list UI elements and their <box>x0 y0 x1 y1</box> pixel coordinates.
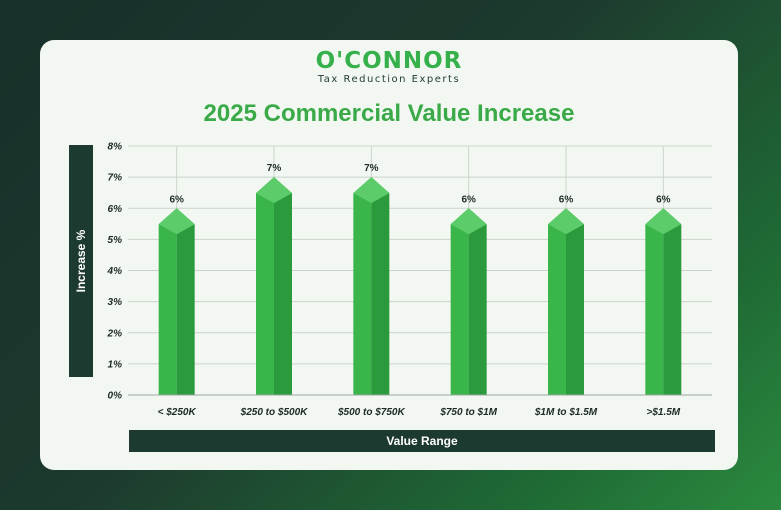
x-tick-label: $750 to $1M <box>439 407 497 418</box>
x-tick-label: $1M to $1.5M <box>534 407 598 418</box>
y-tick-label: 7% <box>108 173 123 184</box>
bar-right-face <box>566 208 584 395</box>
bar-data-label: 6% <box>656 194 671 205</box>
y-tick-label: 2% <box>107 328 123 339</box>
bar-right-face <box>274 177 292 395</box>
logo-brand: O'CONNOR <box>315 48 463 74</box>
x-tick-label: $500 to $750K <box>337 407 405 418</box>
chart-title: 2025 Commercial Value Increase <box>203 100 575 127</box>
y-tick-label: 0% <box>108 391 123 402</box>
bar-right-face <box>176 208 195 395</box>
y-tick-label: 5% <box>108 235 123 246</box>
bar-top-face <box>645 208 682 235</box>
bar-chart: 0% 1% 2% 3% 4% 5% 6% 7% 8% 6% < $250K 7% $250 to $50… <box>107 142 712 418</box>
bar-right-face <box>371 177 390 395</box>
y-tick-label: 4% <box>107 266 123 277</box>
bar-left-face <box>450 208 469 395</box>
x-tick-label: $250 to $500K <box>240 407 308 418</box>
y-tick-label: 6% <box>108 204 123 215</box>
y-tick-label: 3% <box>108 297 123 308</box>
y-axis-label-box <box>69 145 93 377</box>
x-axis-label: Value Range <box>129 430 715 452</box>
bar-left-face <box>645 208 664 395</box>
bar-data-label: 6% <box>559 194 574 205</box>
logo-tagline: Tax Reduction Experts <box>317 74 461 85</box>
y-tick-label: 8% <box>108 142 123 153</box>
bar-top-face <box>548 208 584 235</box>
bar-data-label: 6% <box>169 194 184 205</box>
x-tick-label: < $250K <box>158 407 197 418</box>
bar-left-face <box>353 177 372 395</box>
chart-card: O'CONNOR Tax Reduction Experts 2025 Comm… <box>40 40 738 470</box>
bar-left-face <box>256 177 274 395</box>
bar-right-face <box>468 208 487 395</box>
bar-right-face <box>663 208 682 395</box>
bar-top-face <box>353 177 390 204</box>
bar-top-face <box>158 208 195 235</box>
bar-left-face <box>548 208 566 395</box>
bar-data-label: 7% <box>364 163 379 174</box>
bar-left-face <box>158 208 177 395</box>
company-logo: O'CONNOR Tax Reduction Experts <box>40 48 738 86</box>
x-tick-label: >$1.5M <box>647 407 681 418</box>
bar-data-label: 7% <box>267 163 282 174</box>
bar-top-face <box>450 208 487 235</box>
bar-data-label: 6% <box>461 194 476 205</box>
bar-top-face <box>256 177 292 204</box>
y-tick-label: 1% <box>108 359 123 370</box>
